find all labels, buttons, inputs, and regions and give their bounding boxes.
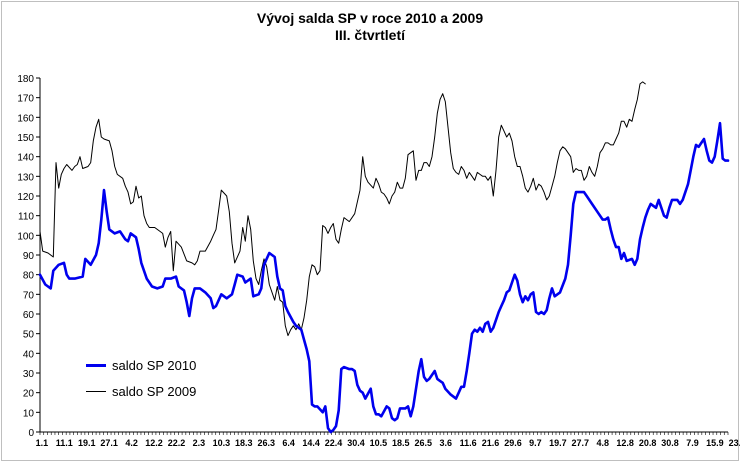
x-tick-label: 27.1 — [100, 438, 118, 448]
y-tick-label: 70 — [23, 290, 35, 301]
x-tick-label: 11.6 — [460, 438, 477, 448]
y-tick-label: 60 — [23, 310, 35, 321]
y-tick-label: 180 — [17, 74, 34, 85]
x-tick-label: 27.7 — [572, 438, 590, 448]
x-tick-label: 10.5 — [370, 438, 388, 448]
x-tick-label: 18.5 — [392, 438, 410, 448]
legend-swatch-2010 — [86, 363, 106, 367]
x-tick-label: 4.2 — [125, 438, 138, 448]
x-tick-label: 22.4 — [325, 438, 343, 448]
y-tick-label: 40 — [23, 349, 35, 360]
x-tick-label: 19.7 — [549, 438, 567, 448]
y-tick-label: 0 — [28, 428, 34, 439]
x-tick-label: 6.4 — [282, 438, 295, 448]
y-tick-label: 30 — [23, 369, 35, 380]
series-line-2010 — [38, 121, 730, 434]
y-axis: 0 10 20 30 40 50 60 70 80 90 100 110 120 130 140 150 160… — [17, 74, 41, 439]
x-tick-label: 30.4 — [347, 438, 365, 448]
x-tick-label: 15.9 — [706, 438, 724, 448]
y-tick-label: 90 — [23, 251, 35, 262]
x-tick-label: 12.8 — [616, 438, 634, 448]
y-tick-label: 10 — [23, 408, 35, 419]
x-axis: 1.1 11.1 19.1 27.1 4.2 12.2 22.2 2.3 10.3 18.3 26.… — [36, 431, 740, 448]
x-tick-label: 11.1 — [56, 438, 73, 448]
y-tick-label: 120 — [17, 192, 34, 203]
y-tick-label: 100 — [17, 231, 34, 242]
series-line-2009 — [39, 81, 646, 337]
legend-label-2010: saldo SP 2010 — [112, 357, 197, 373]
x-tick-label: 26.3 — [257, 438, 275, 448]
series-layer — [38, 81, 730, 434]
x-tick-label: 10.3 — [213, 438, 231, 448]
x-tick-label: 3.6 — [439, 438, 452, 448]
x-tick-label: 9.7 — [529, 438, 542, 448]
x-tick-label: 4.8 — [596, 438, 609, 448]
x-tick-label: 14.4 — [302, 438, 320, 448]
chart-title-block: Vývoj salda SP v roce 2010 a 2009 III. č… — [0, 10, 740, 44]
x-tick-label: 29.6 — [504, 438, 522, 448]
y-tick-label: 110 — [18, 212, 34, 223]
y-tick-label: 20 — [23, 389, 35, 400]
chart-title: Vývoj salda SP v roce 2010 a 2009 — [256, 10, 484, 26]
x-tick-label: 1.1 — [36, 438, 49, 448]
y-tick-label: 50 — [23, 330, 35, 341]
x-tick-label: 26.5 — [414, 438, 432, 448]
x-tick-label: 19.1 — [78, 438, 96, 448]
y-tick-label: 140 — [17, 153, 34, 164]
y-tick-label: 80 — [23, 271, 35, 282]
x-tick-label: 23.9 — [729, 438, 740, 448]
x-tick-label: 22.2 — [168, 438, 186, 448]
x-tick-label: 18.3 — [235, 438, 253, 448]
x-tick-label: 21.6 — [482, 438, 500, 448]
y-tick-label: 170 — [17, 94, 34, 105]
y-tick-label: 130 — [17, 172, 34, 183]
y-tick-label: 160 — [17, 113, 34, 124]
x-tick-label: 20.8 — [639, 438, 657, 448]
x-tick-label: 7.9 — [686, 438, 699, 448]
legend-label-2009: saldo SP 2009 — [112, 383, 197, 399]
legend-item-2009: saldo SP 2009 — [86, 378, 196, 404]
x-tick-label: 2.3 — [193, 438, 206, 448]
y-tick-label: 150 — [17, 133, 34, 144]
legend-swatch-2009 — [86, 390, 106, 392]
x-tick-label: 30.8 — [661, 438, 679, 448]
legend-item-2010: saldo SP 2010 — [86, 352, 196, 378]
x-tick-label: 12.2 — [145, 438, 163, 448]
legend: saldo SP 2010 saldo SP 2009 — [86, 352, 196, 404]
chart-subtitle: III. čtvrtletí — [334, 27, 406, 43]
